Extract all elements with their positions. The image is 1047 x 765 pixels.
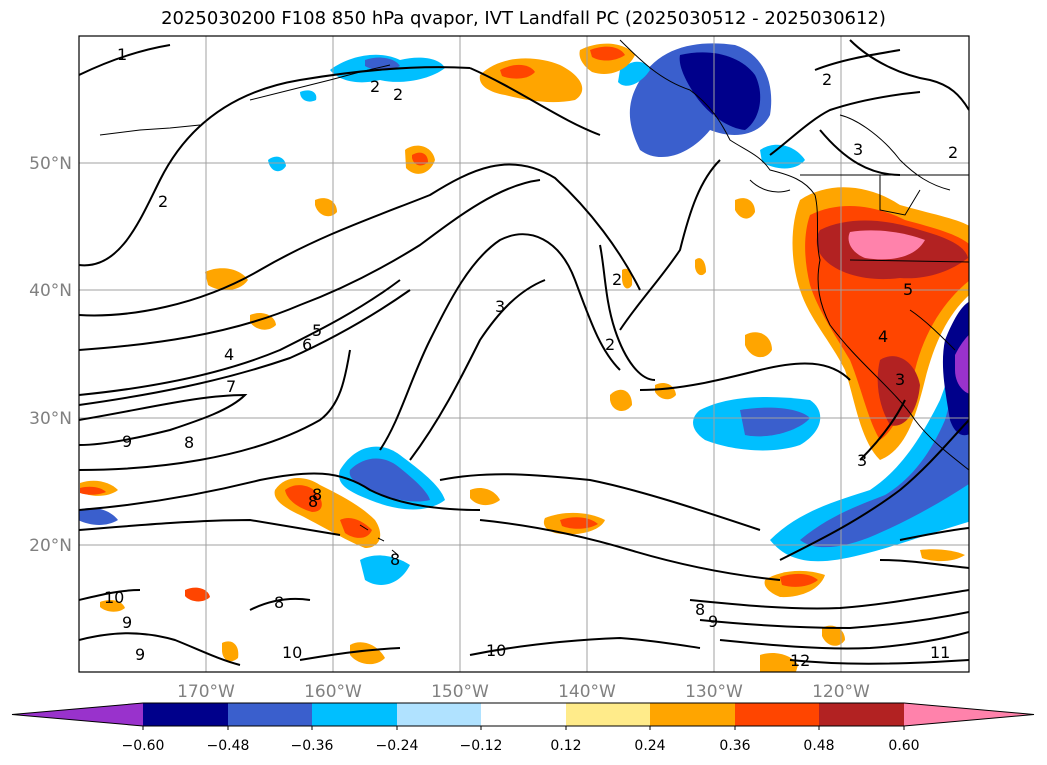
contour-label: 3 — [853, 140, 863, 159]
colorbar-segment — [228, 703, 312, 726]
contour-label: 5 — [312, 321, 322, 340]
contour-label: 2 — [612, 270, 622, 289]
map-layers: 1 2 2 2 2 2 3 3 2 2 4 5 6 7 8 9 3 5 3 4 … — [79, 36, 969, 672]
colorbar-segment — [566, 703, 650, 726]
colorbar-segment — [650, 703, 735, 726]
colorbar-segment — [904, 703, 1034, 726]
lon-label: 160°W — [304, 682, 362, 702]
contour-label: 9 — [708, 612, 718, 631]
contour-label: 8 — [184, 433, 194, 452]
contour-label: 5 — [903, 280, 913, 299]
lon-label: 140°W — [558, 682, 616, 702]
colorbar — [11, 702, 1035, 730]
contour-label: 2 — [393, 85, 403, 104]
lat-label: 30°N — [29, 409, 72, 429]
contour-label: 4 — [878, 327, 888, 346]
lat-label: 20°N — [29, 536, 72, 556]
colorbar-tick-label: −0.48 — [207, 738, 250, 754]
colorbar-tick-label: 0.12 — [550, 738, 581, 754]
colorbar-tick-label: 0.60 — [888, 738, 919, 754]
contour-label: 1 — [117, 45, 127, 64]
contour-label: 8 — [390, 550, 400, 569]
contour-label: 8 — [312, 485, 322, 504]
contour-label: 9 — [135, 645, 145, 664]
colorbar-segment — [312, 703, 397, 726]
contour-label: 8 — [308, 492, 318, 511]
lat-label: 40°N — [29, 281, 72, 301]
contour-label: 10 — [486, 641, 506, 660]
colorbar-tick-label: 0.48 — [803, 738, 834, 754]
colorbar-ticks: −0.60 −0.48 −0.36 −0.24 −0.12 0.12 0.24 … — [122, 738, 920, 754]
colorbar-segment — [819, 703, 904, 726]
graticule — [79, 36, 969, 672]
contour-label: 4 — [224, 345, 234, 364]
contour-label: 9 — [122, 613, 132, 632]
colorbar-segment — [143, 703, 228, 726]
contour-label: 10 — [104, 588, 124, 607]
contour-label: 9 — [122, 432, 132, 451]
latitude-labels: 50°N 40°N 30°N 20°N — [29, 154, 72, 556]
contour-label: 3 — [857, 451, 867, 470]
contour-label: 2 — [822, 70, 832, 89]
lon-label: 130°W — [685, 682, 743, 702]
lon-label: 120°W — [812, 682, 870, 702]
colorbar-tick-label: 0.36 — [719, 738, 750, 754]
colorbar-segment — [735, 703, 819, 726]
contour-label: 2 — [158, 192, 168, 211]
colorbar-segment — [481, 703, 566, 726]
map-area — [79, 36, 969, 672]
lon-label: 170°W — [177, 682, 235, 702]
map-frame — [78, 35, 970, 673]
contour-label: 3 — [895, 370, 905, 389]
ivt-contours — [79, 39, 969, 666]
contour-labels: 1 2 2 2 2 2 3 3 2 2 4 5 6 7 8 9 3 5 3 4 … — [104, 45, 958, 670]
colorbar-segment — [397, 703, 481, 726]
contour-label: 7 — [226, 377, 236, 396]
contour-label: 2 — [605, 335, 615, 354]
longitude-labels: 170°W 160°W 150°W 140°W 130°W 120°W — [177, 682, 870, 702]
contour-label: 10 — [282, 643, 302, 662]
map-title: 2025030200 F108 850 hPa qvapor, IVT Land… — [161, 8, 886, 29]
colorbar-tick-label: −0.24 — [376, 738, 419, 754]
colorbar-tick-label: −0.60 — [122, 738, 165, 754]
contour-label: 2 — [370, 77, 380, 96]
colorbar-tick-label: −0.36 — [291, 738, 334, 754]
qvapor-shading — [79, 43, 969, 672]
contour-label: 8 — [274, 593, 284, 612]
contour-label: 3 — [495, 297, 505, 316]
contour-label: 6 — [302, 335, 312, 354]
colorbar-segment — [12, 703, 143, 726]
lat-label: 50°N — [29, 154, 72, 174]
colorbar-tick-label: −0.12 — [460, 738, 503, 754]
lon-label: 150°W — [431, 682, 489, 702]
colorbar-tick-label: 0.24 — [634, 738, 665, 754]
contour-label: 2 — [948, 143, 958, 162]
contour-label: 11 — [930, 643, 950, 662]
contour-label: 8 — [695, 600, 705, 619]
contour-label: 12 — [790, 651, 810, 670]
